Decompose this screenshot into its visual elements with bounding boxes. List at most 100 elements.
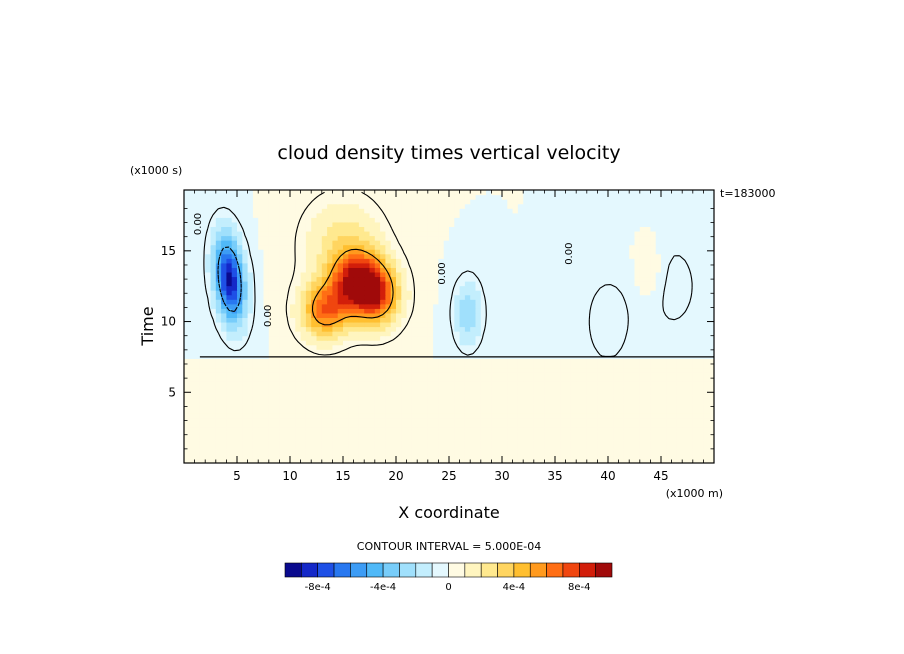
heatmap-cell	[645, 326, 651, 332]
heatmap-cell	[639, 303, 646, 309]
heatmap-cell	[422, 422, 429, 428]
heatmap-cell	[703, 344, 710, 350]
heatmap-cell	[470, 258, 477, 264]
heatmap-cell	[358, 376, 365, 382]
heatmap-cell	[215, 340, 222, 346]
heatmap-cell	[380, 394, 386, 400]
heatmap-cell	[608, 285, 614, 291]
heatmap-cell	[629, 349, 636, 355]
heatmap-cell	[645, 458, 651, 463]
heatmap-cell	[517, 376, 524, 382]
heatmap-cell	[189, 271, 196, 278]
heatmap-cell	[539, 321, 545, 328]
heatmap-cell	[470, 294, 477, 300]
heatmap-cell	[194, 449, 201, 455]
heatmap-cell	[464, 358, 471, 364]
heatmap-cell	[242, 267, 249, 273]
heatmap-cell	[586, 285, 593, 291]
heatmap-cell	[560, 449, 567, 455]
heatmap-cell	[475, 440, 482, 446]
heatmap-cell	[655, 390, 662, 396]
heatmap-cell	[268, 321, 275, 328]
heatmap-cell	[263, 349, 270, 355]
heatmap-cell	[470, 367, 477, 373]
heatmap-cell	[380, 331, 386, 337]
heatmap-cell	[560, 381, 567, 387]
heatmap-cell	[268, 244, 275, 250]
heatmap-cell	[682, 449, 689, 455]
heatmap-cell	[353, 290, 360, 296]
heatmap-cell	[221, 281, 227, 287]
heatmap-cell	[655, 394, 662, 400]
heatmap-cell	[390, 444, 397, 450]
heatmap-cell	[528, 308, 535, 314]
heatmap-cell	[565, 394, 572, 400]
heatmap-cell	[305, 399, 312, 405]
heatmap-cell	[634, 244, 641, 250]
heatmap-cell	[401, 372, 408, 378]
heatmap-cell	[401, 285, 408, 291]
heatmap-cell	[639, 390, 646, 396]
heatmap-cell	[189, 453, 196, 460]
heatmap-cell	[279, 376, 286, 382]
heatmap-cell	[602, 362, 609, 369]
heatmap-cell	[692, 340, 699, 346]
heatmap-cell	[226, 381, 233, 387]
heatmap-cell	[417, 312, 424, 318]
heatmap-cell	[268, 271, 275, 278]
heatmap-cell	[555, 435, 561, 441]
heatmap-cell	[337, 440, 344, 446]
heatmap-cell	[327, 285, 333, 291]
heatmap-cell	[592, 340, 598, 346]
heatmap-cell	[295, 253, 302, 259]
heatmap-cell	[459, 453, 466, 460]
heatmap-cell	[438, 412, 445, 419]
heatmap-cell	[613, 412, 620, 419]
heatmap-cell	[332, 253, 339, 259]
heatmap-cell	[279, 271, 286, 278]
heatmap-cell	[258, 367, 265, 373]
heatmap-cell	[634, 394, 641, 400]
heatmap-cell	[608, 399, 614, 405]
heatmap-cell	[242, 253, 249, 259]
heatmap-cell	[645, 276, 651, 282]
heatmap-cell	[464, 385, 471, 391]
heatmap-cell	[348, 376, 355, 382]
heatmap-cell	[427, 321, 434, 328]
heatmap-cell	[311, 335, 318, 341]
heatmap-cell	[247, 281, 254, 287]
heatmap-cell	[666, 376, 673, 382]
heatmap-cell	[544, 249, 551, 255]
heatmap-cell	[692, 422, 699, 428]
heatmap-cell	[205, 235, 212, 241]
heatmap-cell	[364, 403, 371, 409]
heatmap-cell	[639, 299, 646, 305]
heatmap-cell	[369, 244, 376, 250]
heatmap-cell	[237, 449, 243, 455]
heatmap-cell	[666, 290, 673, 296]
heatmap-cell	[613, 435, 620, 441]
heatmap-cell	[549, 253, 556, 259]
heatmap-cell	[459, 367, 466, 373]
heatmap-cell	[438, 399, 445, 405]
heatmap-cell	[396, 326, 402, 332]
heatmap-cell	[385, 335, 392, 341]
heatmap-cell	[629, 372, 636, 378]
heatmap-cell	[433, 308, 439, 314]
heatmap-cell	[475, 449, 482, 455]
heatmap-cell	[502, 281, 508, 287]
heatmap-cell	[470, 449, 477, 455]
heatmap-cell	[623, 394, 630, 400]
heatmap-cell	[491, 267, 498, 273]
heatmap-cell	[332, 308, 339, 314]
heatmap-cell	[602, 440, 609, 446]
heatmap-cell	[459, 321, 466, 328]
heatmap-cell	[449, 394, 455, 400]
heatmap-cell	[337, 331, 344, 337]
heatmap-cell	[237, 290, 243, 296]
heatmap-cell	[592, 403, 598, 409]
heatmap-cell	[390, 317, 397, 323]
heatmap-cell	[512, 331, 519, 337]
heatmap-cell	[194, 321, 201, 328]
heatmap-cell	[703, 431, 710, 437]
